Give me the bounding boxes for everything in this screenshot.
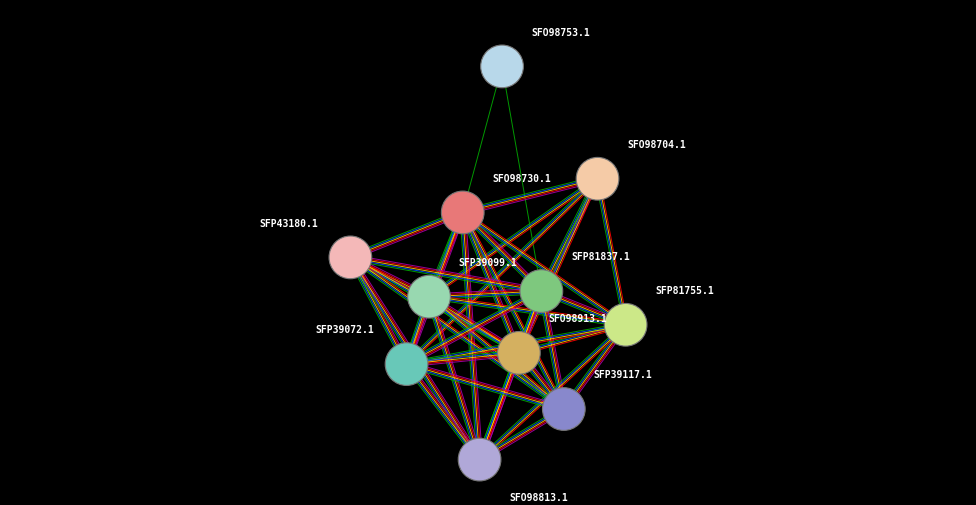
Circle shape: [408, 276, 450, 319]
Circle shape: [481, 46, 523, 88]
Text: SFP39099.1: SFP39099.1: [459, 258, 517, 268]
Text: SFO98704.1: SFO98704.1: [628, 140, 686, 149]
Circle shape: [520, 270, 563, 313]
Circle shape: [458, 438, 501, 481]
Circle shape: [498, 332, 541, 375]
Circle shape: [386, 343, 427, 386]
Circle shape: [329, 236, 372, 279]
Text: SFO98913.1: SFO98913.1: [549, 314, 607, 324]
Text: SFO98730.1: SFO98730.1: [493, 173, 551, 183]
Circle shape: [441, 192, 484, 234]
Circle shape: [576, 158, 619, 200]
Text: SFO98813.1: SFO98813.1: [509, 492, 568, 502]
Text: SFP81837.1: SFP81837.1: [571, 252, 630, 262]
Text: SFP39117.1: SFP39117.1: [593, 370, 652, 380]
Text: SFP81755.1: SFP81755.1: [656, 285, 714, 295]
Text: SFP39072.1: SFP39072.1: [315, 325, 374, 335]
Text: SFP43180.1: SFP43180.1: [259, 218, 318, 228]
Text: SFO98753.1: SFO98753.1: [532, 28, 590, 37]
Circle shape: [543, 388, 586, 431]
Circle shape: [604, 304, 647, 346]
